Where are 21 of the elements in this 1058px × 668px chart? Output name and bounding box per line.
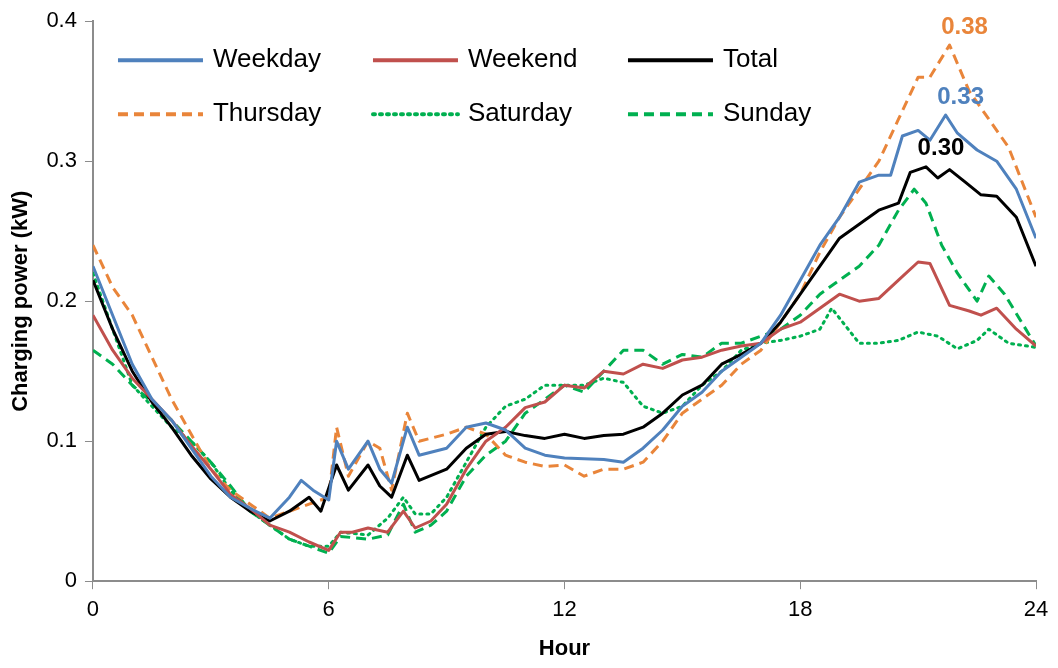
y-axis-title: Charging power (kW) [7, 190, 33, 412]
legend-label: Weekday [212, 43, 321, 74]
legend-label: Sunday [722, 97, 812, 128]
annotation: 0.38 [941, 11, 988, 39]
y-tick-label: 0.1 [46, 427, 77, 453]
x-axis-title: Hour [538, 634, 591, 660]
x-tick-label: 18 [788, 596, 813, 622]
x-tick-label: 12 [552, 596, 577, 622]
legend-label: Thursday [212, 97, 322, 128]
x-tick-label: 0 [86, 596, 100, 622]
y-tick-label: 0 [64, 567, 77, 593]
x-tick-label: 6 [322, 596, 335, 622]
annotation: 0.30 [917, 133, 965, 161]
y-tick-label: 0.4 [46, 7, 77, 33]
y-tick-label: 0.3 [46, 147, 77, 173]
x-tick-label: 24 [1023, 596, 1049, 622]
annotation: 0.33 [937, 81, 984, 109]
y-tick-label: 0.2 [46, 287, 77, 313]
legend-label: Weekend [467, 43, 578, 74]
legend-label: Saturday [467, 97, 573, 128]
legend-label: Total [722, 43, 778, 74]
